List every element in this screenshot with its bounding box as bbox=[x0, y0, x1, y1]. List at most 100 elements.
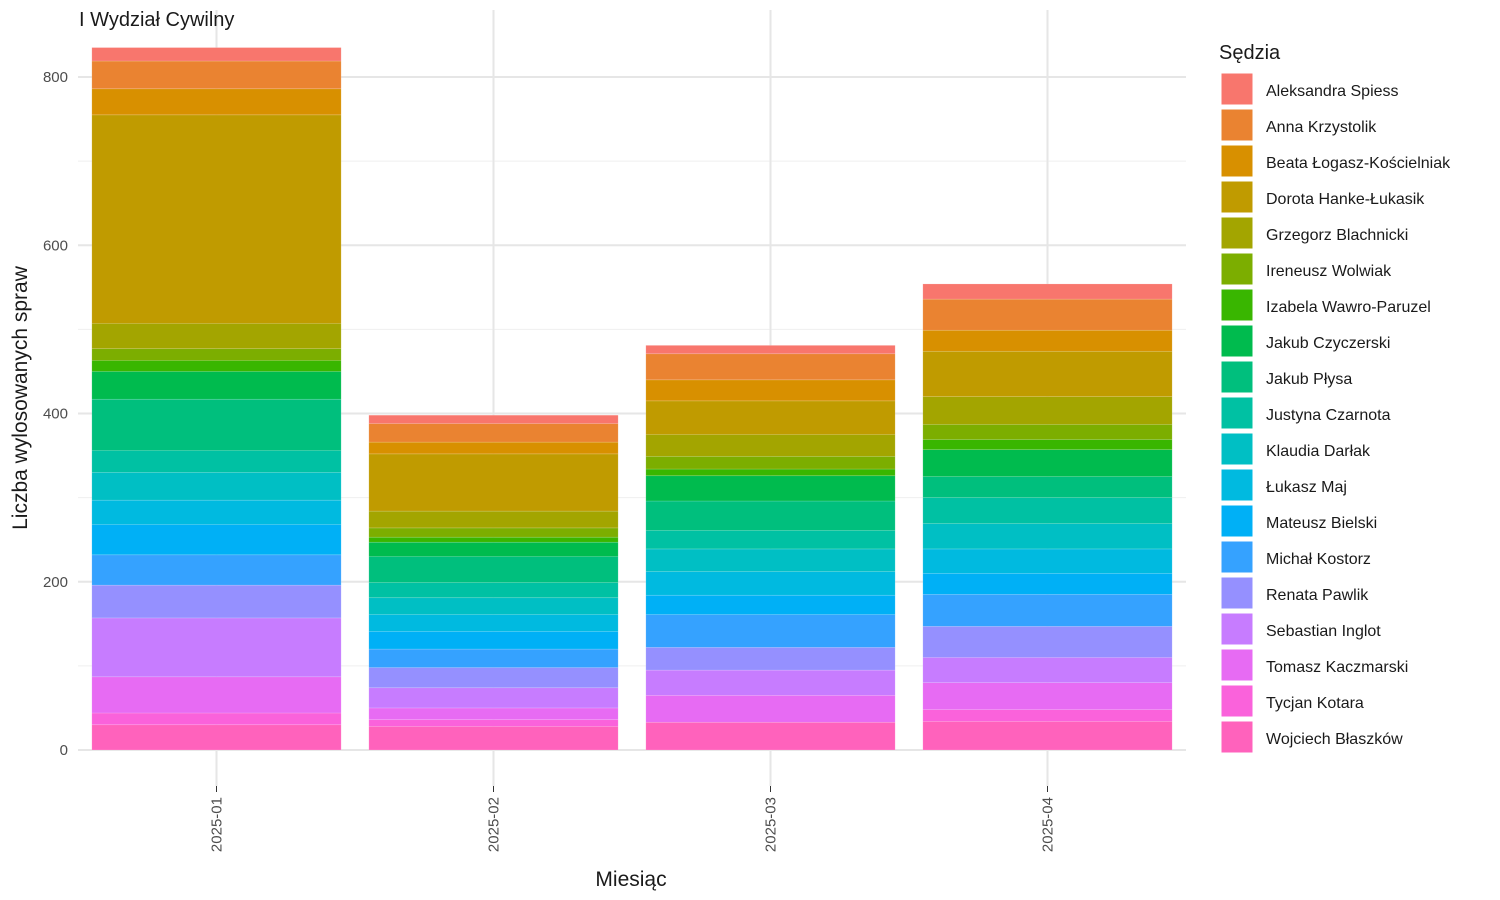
legend-key bbox=[1220, 288, 1254, 322]
bar-segment bbox=[922, 449, 1173, 477]
legend-label: Tycjan Kotara bbox=[1266, 695, 1364, 712]
x-axis-ticks: 2025-01 2025-02 2025-03 2025-04 bbox=[209, 786, 1057, 852]
y-tick-label: 0 bbox=[60, 742, 68, 759]
bar-segment bbox=[368, 707, 619, 721]
legend-key bbox=[1220, 540, 1254, 574]
legend-label: Anna Krzystolik bbox=[1266, 119, 1377, 136]
legend-label: Jakub Czyczerski bbox=[1266, 335, 1390, 352]
y-axis-ticks: 0 200 400 600 800 bbox=[43, 69, 68, 759]
bar-segment bbox=[645, 400, 896, 435]
bar-segment bbox=[368, 527, 619, 538]
bar-segment bbox=[368, 726, 619, 751]
legend-label: Renata Pawlik bbox=[1266, 587, 1369, 604]
legend-label: Beata Łogasz-Kościelniak bbox=[1266, 155, 1451, 172]
bar-segment bbox=[91, 47, 342, 62]
bar-segment bbox=[368, 510, 619, 529]
bar-segment bbox=[645, 345, 896, 355]
bar-segment bbox=[368, 631, 619, 650]
bar-segment bbox=[368, 556, 619, 583]
legend-key bbox=[1220, 144, 1254, 178]
legend-label: Dorota Hanke-Łukasik bbox=[1266, 191, 1425, 208]
bar-segment bbox=[91, 398, 342, 451]
bar-segment bbox=[91, 554, 342, 586]
x-tick-label: 2025-02 bbox=[486, 797, 503, 852]
bar-segment bbox=[645, 379, 896, 402]
x-tick-label: 2025-04 bbox=[1040, 797, 1057, 852]
bar-segment bbox=[922, 709, 1173, 722]
bar-segment bbox=[645, 475, 896, 502]
bar-segment bbox=[645, 456, 896, 470]
bar-segment bbox=[368, 414, 619, 424]
legend-key bbox=[1220, 720, 1254, 754]
legend-key bbox=[1220, 324, 1254, 358]
bar-segment bbox=[922, 497, 1173, 525]
bar-segment bbox=[922, 573, 1173, 595]
legend-label: Justyna Czarnota bbox=[1266, 407, 1391, 424]
bar-segment bbox=[368, 719, 619, 727]
bar-segment bbox=[645, 614, 896, 648]
bar-segment bbox=[922, 594, 1173, 627]
bar-segment bbox=[645, 500, 896, 531]
legend-key bbox=[1220, 180, 1254, 214]
x-axis-title: Miesiąc bbox=[595, 868, 666, 891]
bar-segment bbox=[91, 524, 342, 556]
legend-label: Grzegorz Blachnicki bbox=[1266, 227, 1408, 244]
bar-segment bbox=[368, 541, 619, 557]
x-tick-label: 2025-03 bbox=[763, 797, 780, 852]
legend-key bbox=[1220, 360, 1254, 394]
legend-items: Aleksandra Spiess Anna Krzystolik Beata Ło… bbox=[1220, 72, 1451, 754]
y-tick-label: 800 bbox=[43, 69, 68, 86]
bar-segment bbox=[922, 523, 1173, 550]
legend-key bbox=[1220, 468, 1254, 502]
bar-segment bbox=[91, 499, 342, 525]
legend-key bbox=[1220, 396, 1254, 430]
legend-key bbox=[1220, 108, 1254, 142]
bar-segment bbox=[368, 614, 619, 632]
bar-segment bbox=[91, 450, 342, 473]
bar-segment bbox=[368, 423, 619, 443]
legend-key bbox=[1220, 432, 1254, 466]
legend-key bbox=[1220, 612, 1254, 646]
legend-label: Jakub Płysa bbox=[1266, 371, 1352, 388]
legend-title: Sędzia bbox=[1219, 42, 1281, 64]
y-tick-label: 200 bbox=[43, 574, 68, 591]
legend-key bbox=[1220, 684, 1254, 718]
legend-label: Tomasz Kaczmarski bbox=[1266, 659, 1408, 676]
bar-segment bbox=[368, 597, 619, 615]
bar-segment bbox=[91, 724, 342, 751]
legend-label: Sebastian Inglot bbox=[1266, 623, 1381, 640]
bars bbox=[91, 47, 1173, 751]
y-tick-label: 600 bbox=[43, 237, 68, 254]
x-tick-label: 2025-01 bbox=[209, 797, 226, 852]
bar-segment bbox=[922, 548, 1173, 574]
bar-segment bbox=[645, 434, 896, 457]
legend: Sędzia Aleksandra Spiess Anna Krzystolik B… bbox=[1219, 42, 1451, 754]
bar-segment bbox=[645, 647, 896, 671]
bar-segment bbox=[645, 353, 896, 381]
bar-segment bbox=[922, 424, 1173, 440]
bar-segment bbox=[91, 584, 342, 619]
legend-key bbox=[1220, 648, 1254, 682]
bar-segment bbox=[922, 329, 1173, 352]
legend-label: Izabela Wawro-Paruzel bbox=[1266, 299, 1431, 316]
bar-segment bbox=[91, 114, 342, 324]
bar-segment bbox=[922, 626, 1173, 658]
bar-segment bbox=[922, 350, 1173, 397]
bar-segment bbox=[645, 468, 896, 477]
bar-segment bbox=[645, 594, 896, 615]
bar-segment bbox=[645, 571, 896, 596]
bar-segment bbox=[645, 530, 896, 550]
bar-segment bbox=[922, 298, 1173, 331]
bar-segment bbox=[368, 667, 619, 689]
legend-key bbox=[1220, 216, 1254, 250]
bar-segment bbox=[91, 472, 342, 501]
bar-segment bbox=[368, 582, 619, 599]
bar-segment bbox=[368, 453, 619, 512]
y-axis-title: Liczba wylosowanych spraw bbox=[9, 265, 32, 530]
legend-label: Aleksandra Spiess bbox=[1266, 83, 1399, 100]
bar-segment bbox=[922, 476, 1173, 498]
bar-segment bbox=[91, 360, 342, 372]
legend-key bbox=[1220, 576, 1254, 610]
bar-segment bbox=[922, 682, 1173, 710]
